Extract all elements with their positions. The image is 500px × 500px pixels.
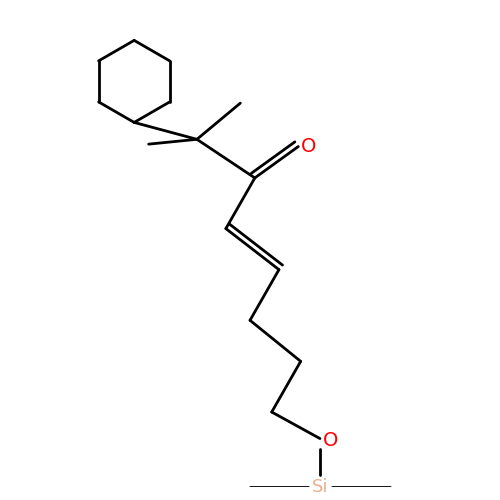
Text: Si: Si [312,478,328,496]
Text: O: O [323,432,338,450]
Text: O: O [301,137,316,156]
